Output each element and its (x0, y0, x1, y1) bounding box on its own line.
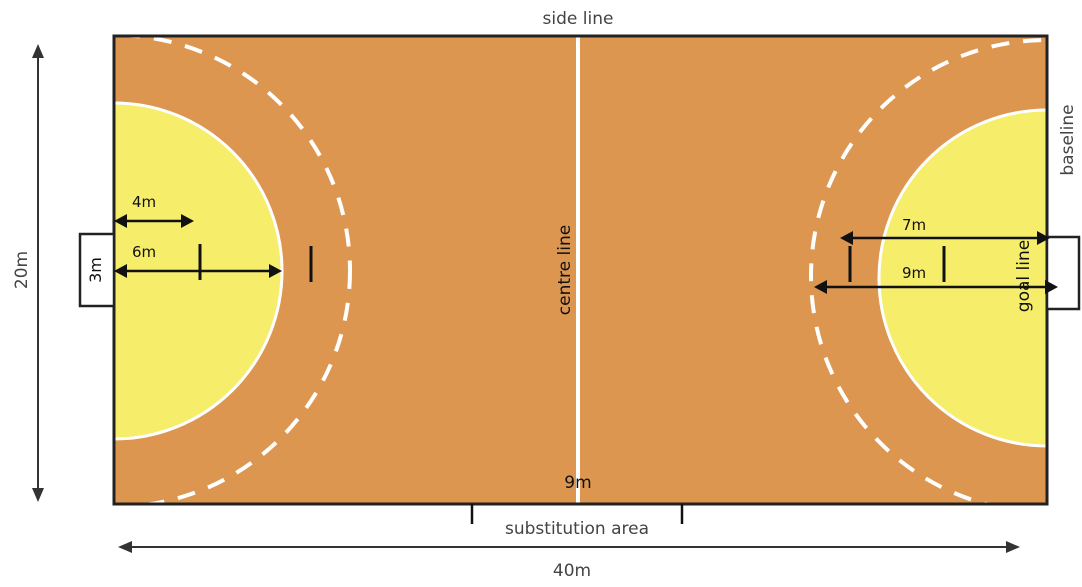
left-free-throw-line (114, 36, 352, 504)
width-20m-arrow (32, 44, 44, 502)
baseline-label: baseline (1058, 104, 1078, 175)
goal-line-label: goal line (1014, 240, 1034, 312)
right-9m-label: 9m (902, 264, 926, 282)
substitution-area-label: substitution area (505, 519, 649, 539)
left-4m-arrow (114, 214, 194, 228)
left-6m-arrow (114, 264, 282, 278)
left-4m-label: 4m (132, 193, 156, 211)
goal-3m-label: 3m (86, 257, 105, 283)
length-40m-label: 40m (553, 561, 591, 581)
bottom-9m-label: 9m (564, 473, 591, 493)
right-goal (1045, 235, 1081, 311)
right-7m-arrow (840, 231, 1050, 245)
length-40m-arrow (118, 541, 1020, 553)
right-7m-label: 7m (902, 216, 926, 234)
left-6m-label: 6m (132, 243, 156, 261)
centre-line-label: centre line (555, 225, 575, 315)
side-line-label: side line (543, 9, 614, 29)
right-goal-area (877, 108, 1047, 448)
width-20m-label: 20m (12, 251, 32, 289)
left-goal (78, 232, 116, 308)
right-9m-arrow (814, 280, 1058, 294)
right-free-throw-line (809, 38, 1047, 504)
